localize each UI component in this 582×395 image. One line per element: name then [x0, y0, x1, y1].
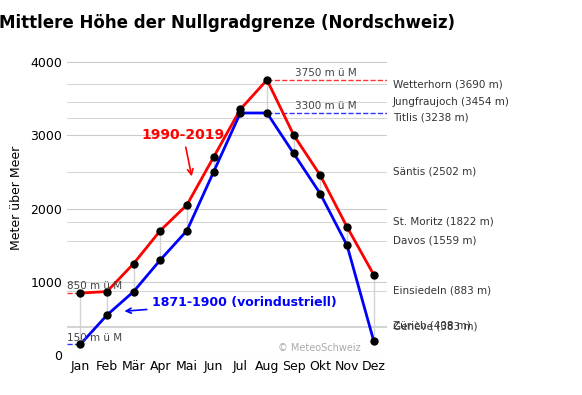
Text: Genève (383 m): Genève (383 m): [393, 322, 477, 332]
Text: 150 m ü M: 150 m ü M: [68, 333, 123, 342]
Text: Jungfraujoch (3454 m): Jungfraujoch (3454 m): [393, 97, 510, 107]
Text: 1871-1900 (vorindustriell): 1871-1900 (vorindustriell): [126, 295, 337, 313]
Y-axis label: Meter über Meer: Meter über Meer: [10, 145, 23, 250]
Text: Wetterhorn (3690 m): Wetterhorn (3690 m): [393, 79, 503, 89]
Text: 3300 m ü M: 3300 m ü M: [295, 101, 357, 111]
Text: Einsiedeln (883 m): Einsiedeln (883 m): [393, 286, 491, 295]
Text: Titlis (3238 m): Titlis (3238 m): [393, 113, 469, 122]
Text: 1990-2019: 1990-2019: [141, 128, 225, 175]
Text: St. Moritz (1822 m): St. Moritz (1822 m): [393, 216, 494, 227]
Text: 850 m ü M: 850 m ü M: [68, 281, 123, 291]
Text: 3750 m ü M: 3750 m ü M: [295, 68, 357, 78]
Title: Mittlere Höhe der Nullgradgrenze (Nordschweiz): Mittlere Höhe der Nullgradgrenze (Nordsc…: [0, 14, 455, 32]
Text: Zürich (408 m): Zürich (408 m): [393, 320, 471, 331]
Text: © MeteoSchweiz: © MeteoSchweiz: [278, 343, 360, 353]
Text: Säntis (2502 m): Säntis (2502 m): [393, 167, 476, 177]
Text: Davos (1559 m): Davos (1559 m): [393, 236, 476, 246]
